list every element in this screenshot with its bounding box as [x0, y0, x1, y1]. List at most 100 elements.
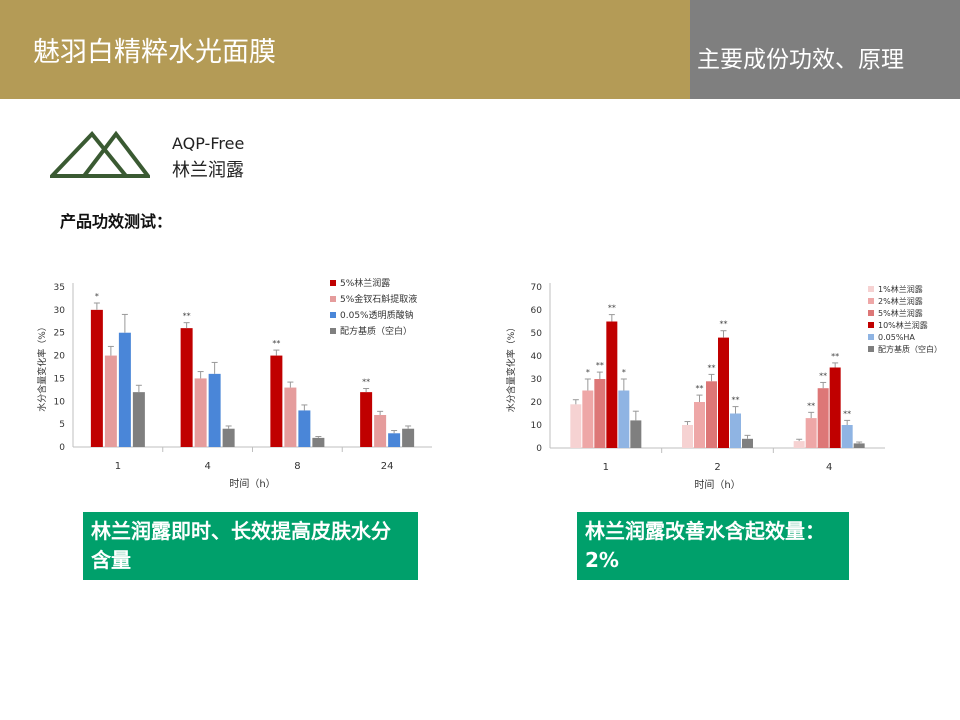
y-tick-label: 10	[531, 421, 543, 431]
bar	[582, 390, 594, 448]
page-title: 魅羽白精粹水光面膜	[33, 37, 276, 68]
y-tick-label: 20	[531, 398, 543, 408]
bar	[817, 388, 829, 448]
bar	[730, 413, 741, 448]
significance-mark: *	[622, 368, 626, 377]
legend-swatch	[868, 334, 874, 340]
bar	[829, 367, 841, 448]
header-section-bar	[690, 0, 960, 99]
bar	[841, 425, 853, 448]
significance-mark: **	[708, 363, 716, 372]
legend-label: 5%林兰润露	[878, 308, 923, 318]
y-tick-label: 50	[531, 329, 543, 339]
y-tick-label: 5	[59, 420, 65, 430]
logo-text-name: 林兰润露	[172, 160, 244, 181]
bar	[694, 402, 705, 448]
y-tick-label: 30	[54, 306, 66, 316]
x-tick-label: 4	[826, 462, 832, 473]
bar	[706, 381, 717, 448]
conclusion-box-2: 林兰润露改善水含起效量：2%	[577, 512, 849, 580]
bar	[805, 418, 817, 448]
bar	[298, 410, 311, 447]
bar	[360, 392, 373, 447]
significance-mark: **	[720, 320, 728, 329]
significance-mark: **	[696, 384, 704, 393]
legend-label: 配方基质（空白）	[878, 344, 942, 354]
y-tick-label: 60	[531, 306, 543, 316]
mountain-logo-icon	[50, 130, 150, 178]
legend-swatch	[330, 296, 336, 302]
y-tick-label: 30	[531, 375, 543, 385]
significance-mark: **	[732, 396, 740, 405]
legend-swatch	[330, 328, 336, 334]
legend-label: 0.05%HA	[878, 333, 915, 342]
bar	[630, 420, 642, 448]
significance-mark: *	[95, 292, 99, 301]
y-tick-label: 10	[54, 397, 66, 407]
x-tick-label: 2	[714, 462, 720, 473]
y-tick-label: 25	[54, 329, 65, 339]
significance-mark: **	[831, 352, 839, 361]
y-tick-label: 35	[54, 283, 65, 293]
bar	[742, 438, 753, 448]
legend-label: 5%金钗石斛提取液	[340, 293, 417, 305]
y-axis-title: 水分含量变化率（%）	[36, 322, 48, 412]
significance-mark: **	[272, 339, 280, 348]
significance-mark: **	[819, 371, 827, 380]
y-tick-label: 15	[54, 374, 65, 384]
x-tick-label: 24	[381, 461, 394, 472]
significance-mark: **	[843, 409, 851, 418]
x-tick-label: 4	[204, 461, 210, 472]
x-axis-title: 时间（h）	[694, 478, 740, 491]
chart-moisture-concentration: 0102030405060701******2********4********…	[505, 283, 942, 491]
bar	[132, 392, 145, 447]
bar	[388, 433, 401, 447]
legend-label: 2%林兰润露	[878, 296, 923, 306]
bar	[104, 355, 117, 447]
chart-moisture-duration: 0 5 10 15 20 25 30 35 1 * 4 ** 8 ** 24 ** 时间（h） 水分含量变化率（%…	[36, 277, 432, 490]
significance-mark: **	[807, 401, 815, 410]
bar	[284, 387, 297, 447]
section-title: 产品功效测试：	[60, 212, 173, 231]
bar	[118, 332, 131, 447]
bar	[90, 309, 103, 447]
significance-mark: **	[608, 304, 616, 313]
bar	[793, 441, 805, 448]
y-axis-title: 水分含量变化率（%）	[505, 323, 517, 413]
header-title-bar	[0, 0, 690, 99]
bar	[180, 328, 193, 447]
bar	[618, 390, 630, 448]
x-tick-label: 1	[603, 462, 609, 473]
significance-mark: **	[183, 312, 191, 321]
legend-swatch	[330, 312, 336, 318]
legend-label: 配方基质（空白）	[340, 325, 412, 337]
y-tick-label: 20	[54, 352, 66, 362]
bar	[194, 378, 207, 447]
y-tick-label: 0	[536, 444, 542, 454]
bar	[718, 337, 729, 448]
x-tick-label: 1	[115, 461, 121, 472]
x-tick-label: 8	[294, 461, 300, 472]
legend-swatch	[868, 322, 874, 328]
bar	[606, 321, 618, 448]
y-tick-label: 40	[531, 352, 543, 362]
legend-swatch	[868, 286, 874, 292]
bar	[374, 415, 387, 447]
legend-label: 1%林兰润露	[878, 284, 923, 294]
bar	[594, 379, 606, 448]
legend-label: 5%林兰润露	[340, 277, 390, 289]
significance-mark: **	[596, 361, 604, 370]
significance-mark: **	[362, 377, 370, 386]
significance-mark: *	[586, 368, 590, 377]
bar	[570, 404, 582, 448]
bar	[208, 373, 221, 447]
legend-label: 0.05%透明质酸钠	[340, 309, 414, 321]
bar	[682, 425, 693, 448]
bar	[222, 428, 235, 447]
y-tick-label: 0	[59, 443, 65, 453]
bar	[312, 437, 325, 447]
legend-swatch	[330, 280, 336, 286]
logo-text-aqp: AQP-Free	[172, 134, 245, 153]
legend-label: 10%林兰润露	[878, 320, 928, 330]
bar	[853, 443, 865, 448]
